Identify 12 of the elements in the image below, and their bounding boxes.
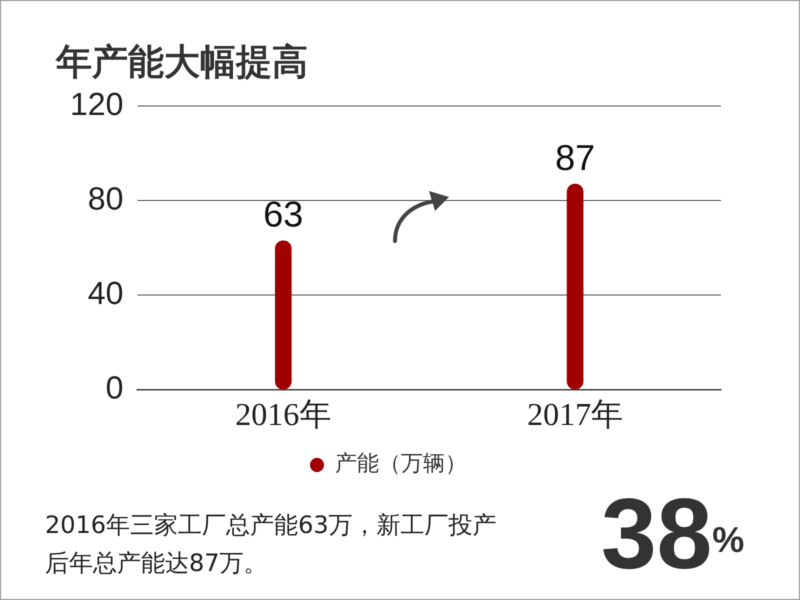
text: 2016年三家工厂总产能63万，新工厂投产后年总产能达87万。 [45, 510, 498, 579]
y-tick-label: 80 [88, 180, 124, 216]
x-tick-label: 2016年 [235, 396, 332, 432]
y-tick-label: 0 [106, 369, 124, 406]
data-label: 63 [263, 194, 304, 235]
chart-title: 年产能大幅提高 [55, 42, 308, 83]
data-label: 87 [555, 137, 596, 178]
y-tick-label: 40 [88, 274, 124, 311]
y-tick-label: 120 [70, 86, 124, 122]
text: 38$^{%}$ [601, 478, 744, 590]
x-tick-label: 2017年 [527, 396, 624, 432]
legend-label: 产能（万辆） [335, 452, 467, 477]
